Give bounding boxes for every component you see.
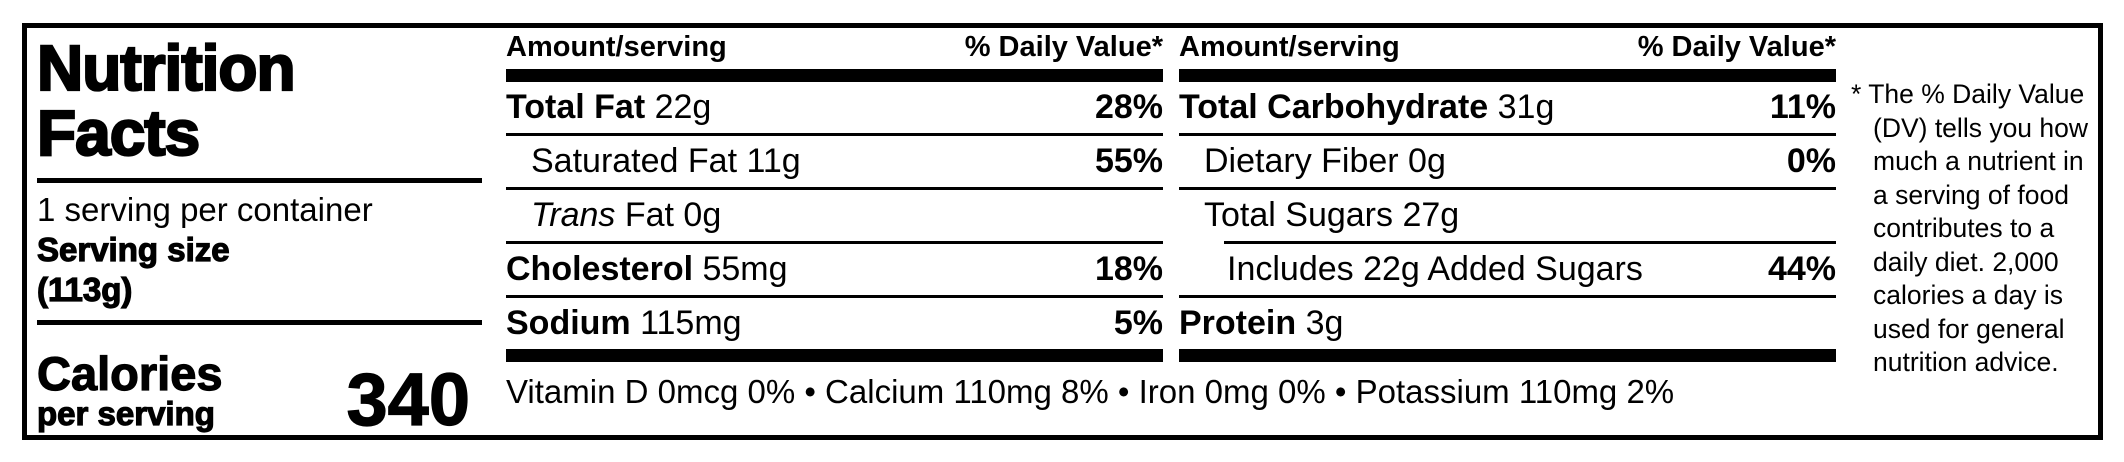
nutrient-name: Total Carbohydrate 31g xyxy=(1179,88,1555,126)
nutrient-dv: 28% xyxy=(1094,88,1163,126)
nutrient-dv: 5% xyxy=(1113,304,1163,342)
nutrient-name: Total Sugars 27g xyxy=(1204,196,1460,234)
nutrition-facts-label: Nutrition Facts 1 serving per container … xyxy=(22,23,2103,440)
nutrient-row-cholesterol: Cholesterol 55mg 18% xyxy=(506,244,1163,295)
nutrient-row-added-sugars: Includes 22g Added Sugars 44% xyxy=(1179,244,1836,295)
column-header: Amount/serving % Daily Value* xyxy=(1179,31,1836,69)
nutrient-name: Saturated Fat 11g xyxy=(531,142,801,180)
label-title-line1: Nutrition xyxy=(36,32,297,104)
calories-labels: Calories per serving xyxy=(36,347,223,432)
divider xyxy=(506,133,1163,136)
amount-serving-header: Amount/serving xyxy=(506,31,727,63)
micronutrients-line: Vitamin D 0mcg 0% • Calcium 110mg 8% • I… xyxy=(506,373,1675,410)
nutrient-row-total-carbohydrate: Total Carbohydrate 31g 11% xyxy=(1179,82,1836,133)
nutrient-dv: 0% xyxy=(1786,142,1836,180)
nutrient-name: Sodium 115mg xyxy=(506,304,742,342)
thick-rule xyxy=(1179,69,1836,82)
column-header: Amount/serving % Daily Value* xyxy=(506,31,1163,69)
divider xyxy=(1179,187,1836,190)
nutrient-name: Includes 22g Added Sugars xyxy=(1227,250,1643,288)
nutrient-dv: 18% xyxy=(1094,250,1163,288)
nutrient-name: Dietary Fiber 0g xyxy=(1204,142,1446,180)
divider xyxy=(37,320,482,325)
divider xyxy=(37,178,482,183)
nutrient-name: Total Fat 22g xyxy=(506,88,712,126)
daily-value-header: % Daily Value* xyxy=(964,31,1163,63)
nutrient-row-total-sugars: Total Sugars 27g xyxy=(1179,190,1836,241)
nutrient-row-saturated-fat: Saturated Fat 11g 55% xyxy=(506,136,1163,187)
nutrient-column-right: Amount/serving % Daily Value* Total Carb… xyxy=(1179,31,1836,362)
nutrient-row-trans-fat: Trans Fat 0g xyxy=(506,190,1163,241)
thick-rule xyxy=(1179,349,1836,362)
thick-rule xyxy=(506,69,1163,82)
nutrient-dv: 11% xyxy=(1769,88,1836,126)
serving-size-label: Serving size xyxy=(36,230,230,268)
label-left-panel: Nutrition Facts 1 serving per container … xyxy=(36,32,482,440)
amount-serving-header: Amount/serving xyxy=(1179,31,1400,63)
nutrient-name: Cholesterol 55mg xyxy=(506,250,788,288)
calories-section: Calories per serving 340 xyxy=(36,333,482,440)
divider xyxy=(1179,295,1836,298)
serving-size-value: (113g) xyxy=(36,270,133,308)
nutrient-row-dietary-fiber: Dietary Fiber 0g 0% xyxy=(1179,136,1836,187)
label-title-line2: Facts xyxy=(36,97,201,169)
divider xyxy=(506,241,1163,244)
divider xyxy=(506,187,1163,190)
nutrient-row-protein: Protein 3g xyxy=(1179,298,1836,349)
thick-rule xyxy=(506,349,1163,362)
nutrient-columns: Amount/serving % Daily Value* Total Fat … xyxy=(506,31,1836,362)
nutrient-name: Trans Fat 0g xyxy=(531,196,722,234)
divider xyxy=(506,295,1163,298)
nutrient-dv: 55% xyxy=(1094,142,1163,180)
nutrient-area: Amount/serving % Daily Value* Total Fat … xyxy=(506,31,1836,431)
serving-info: 1 serving per container Serving size (11… xyxy=(36,190,482,310)
divider xyxy=(1179,133,1836,136)
footnote-text: The % Daily Value (DV) tells you how muc… xyxy=(1868,79,2089,377)
label-title: Nutrition Facts xyxy=(36,32,482,169)
daily-value-header: % Daily Value* xyxy=(1637,31,1836,63)
calories-sublabel: per serving xyxy=(36,395,215,432)
divider-indented xyxy=(1224,241,1836,244)
servings-per-container: 1 serving per container xyxy=(37,191,373,228)
nutrient-name: Protein 3g xyxy=(1179,304,1344,342)
nutrient-row-total-fat: Total Fat 22g 28% xyxy=(506,82,1163,133)
nutrient-dv: 44% xyxy=(1767,250,1836,288)
calories-label: Calories xyxy=(36,347,223,400)
nutrient-column-left: Amount/serving % Daily Value* Total Fat … xyxy=(506,31,1163,362)
footnote-asterisk: * xyxy=(1851,79,1862,109)
nutrient-row-sodium: Sodium 115mg 5% xyxy=(506,298,1163,349)
calories-value: 340 xyxy=(346,358,471,440)
daily-value-footnote: * The % Daily Value (DV) tells you how m… xyxy=(1851,78,2088,431)
